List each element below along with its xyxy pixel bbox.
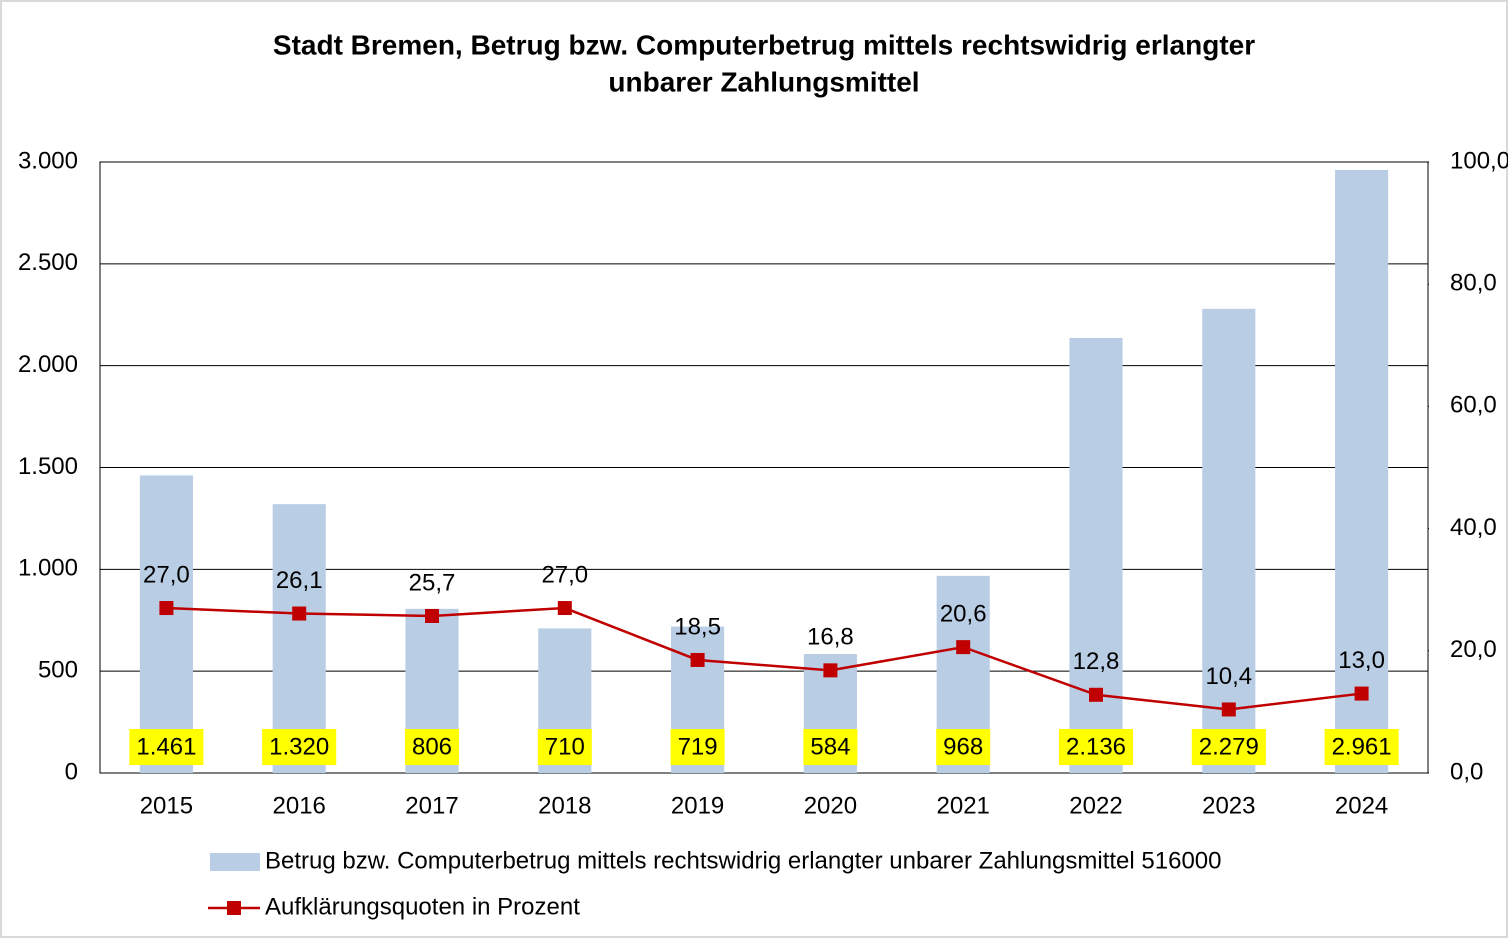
y-tick-label: 2.000 xyxy=(18,351,78,378)
line-marker xyxy=(159,601,174,616)
value-label-box xyxy=(404,729,460,765)
value-label: 2.961 xyxy=(1332,733,1392,760)
y-tick-label: 1.000 xyxy=(18,555,78,582)
legend-swatch xyxy=(210,853,260,871)
x-tick-label: 2023 xyxy=(1202,792,1255,819)
line-marker xyxy=(823,663,838,678)
value-label: 13,0 xyxy=(1338,647,1385,674)
value-label: 1.461 xyxy=(136,733,196,760)
bar xyxy=(139,475,193,773)
y2-tick-label: 60,0 xyxy=(1450,392,1497,419)
value-label-box xyxy=(1191,729,1266,765)
value-label-box xyxy=(262,729,337,765)
value-label: 1.320 xyxy=(269,733,329,760)
value-label: 26,1 xyxy=(276,567,323,594)
legend-swatch xyxy=(227,901,241,915)
value-label-box xyxy=(1058,729,1134,765)
x-tick-label: 2024 xyxy=(1335,792,1388,819)
value-label: 27,0 xyxy=(143,561,190,588)
y2-tick-label: 80,0 xyxy=(1450,270,1497,297)
value-label-box xyxy=(1324,729,1399,765)
line-marker xyxy=(1221,702,1236,717)
value-label: 27,0 xyxy=(541,561,588,588)
value-label: 806 xyxy=(412,733,452,760)
value-label-box xyxy=(670,729,725,765)
line xyxy=(166,606,1362,711)
y2-tick-label: 40,0 xyxy=(1450,514,1497,541)
line-marker xyxy=(1354,686,1369,701)
value-label: 968 xyxy=(943,733,983,760)
line-marker xyxy=(425,608,439,623)
x-tick-label: 2016 xyxy=(273,792,326,819)
bar xyxy=(1069,337,1123,773)
line-marker xyxy=(956,640,971,655)
x-tick-label: 2022 xyxy=(1069,792,1122,819)
y-tick-label: 3.000 xyxy=(18,147,78,174)
chart-title: Stadt Bremen, Betrug bzw. Computerbetrug… xyxy=(273,29,1255,60)
legend-label: Betrug bzw. Computerbetrug mittels recht… xyxy=(265,847,1221,874)
y-tick-label: 0 xyxy=(65,758,78,785)
y-tick-label: 1.500 xyxy=(18,453,78,480)
x-tick-label: 2017 xyxy=(405,792,458,819)
y-tick-label: 500 xyxy=(38,657,78,684)
value-label: 584 xyxy=(810,733,850,760)
line-marker xyxy=(292,606,307,621)
y-tick-label: 2.500 xyxy=(18,249,78,276)
x-tick-label: 2018 xyxy=(538,792,591,819)
line-marker xyxy=(690,652,705,667)
y2-tick-label: 100,0 xyxy=(1450,147,1508,174)
line-marker xyxy=(557,601,572,616)
value-label-box xyxy=(537,729,592,765)
value-label: 25,7 xyxy=(409,569,456,596)
value-label: 10,4 xyxy=(1205,663,1252,690)
bar xyxy=(272,504,326,773)
value-label: 20,6 xyxy=(940,600,987,627)
x-tick-label: 2021 xyxy=(937,792,990,819)
value-label-box xyxy=(129,729,204,765)
y2-tick-label: 20,0 xyxy=(1450,636,1497,663)
bar xyxy=(1202,308,1256,773)
value-label: 16,8 xyxy=(807,624,854,651)
legend-label: Aufklärungsquoten in Prozent xyxy=(265,893,580,920)
bar xyxy=(1335,169,1389,773)
x-tick-label: 2015 xyxy=(140,792,193,819)
chart-title: unbarer Zahlungsmittel xyxy=(608,66,919,97)
x-tick-label: 2020 xyxy=(804,792,857,819)
value-label: 18,5 xyxy=(674,613,721,640)
value-label: 12,8 xyxy=(1073,648,1120,675)
line-marker xyxy=(1089,687,1103,702)
value-label: 719 xyxy=(678,733,718,760)
y2-tick-label: 0,0 xyxy=(1450,758,1483,785)
value-label: 710 xyxy=(545,733,585,760)
value-label-box xyxy=(803,729,858,765)
x-tick-label: 2019 xyxy=(671,792,724,819)
value-label-box xyxy=(936,729,991,765)
value-label: 2.136 xyxy=(1066,733,1126,760)
value-label: 2.279 xyxy=(1199,733,1259,760)
